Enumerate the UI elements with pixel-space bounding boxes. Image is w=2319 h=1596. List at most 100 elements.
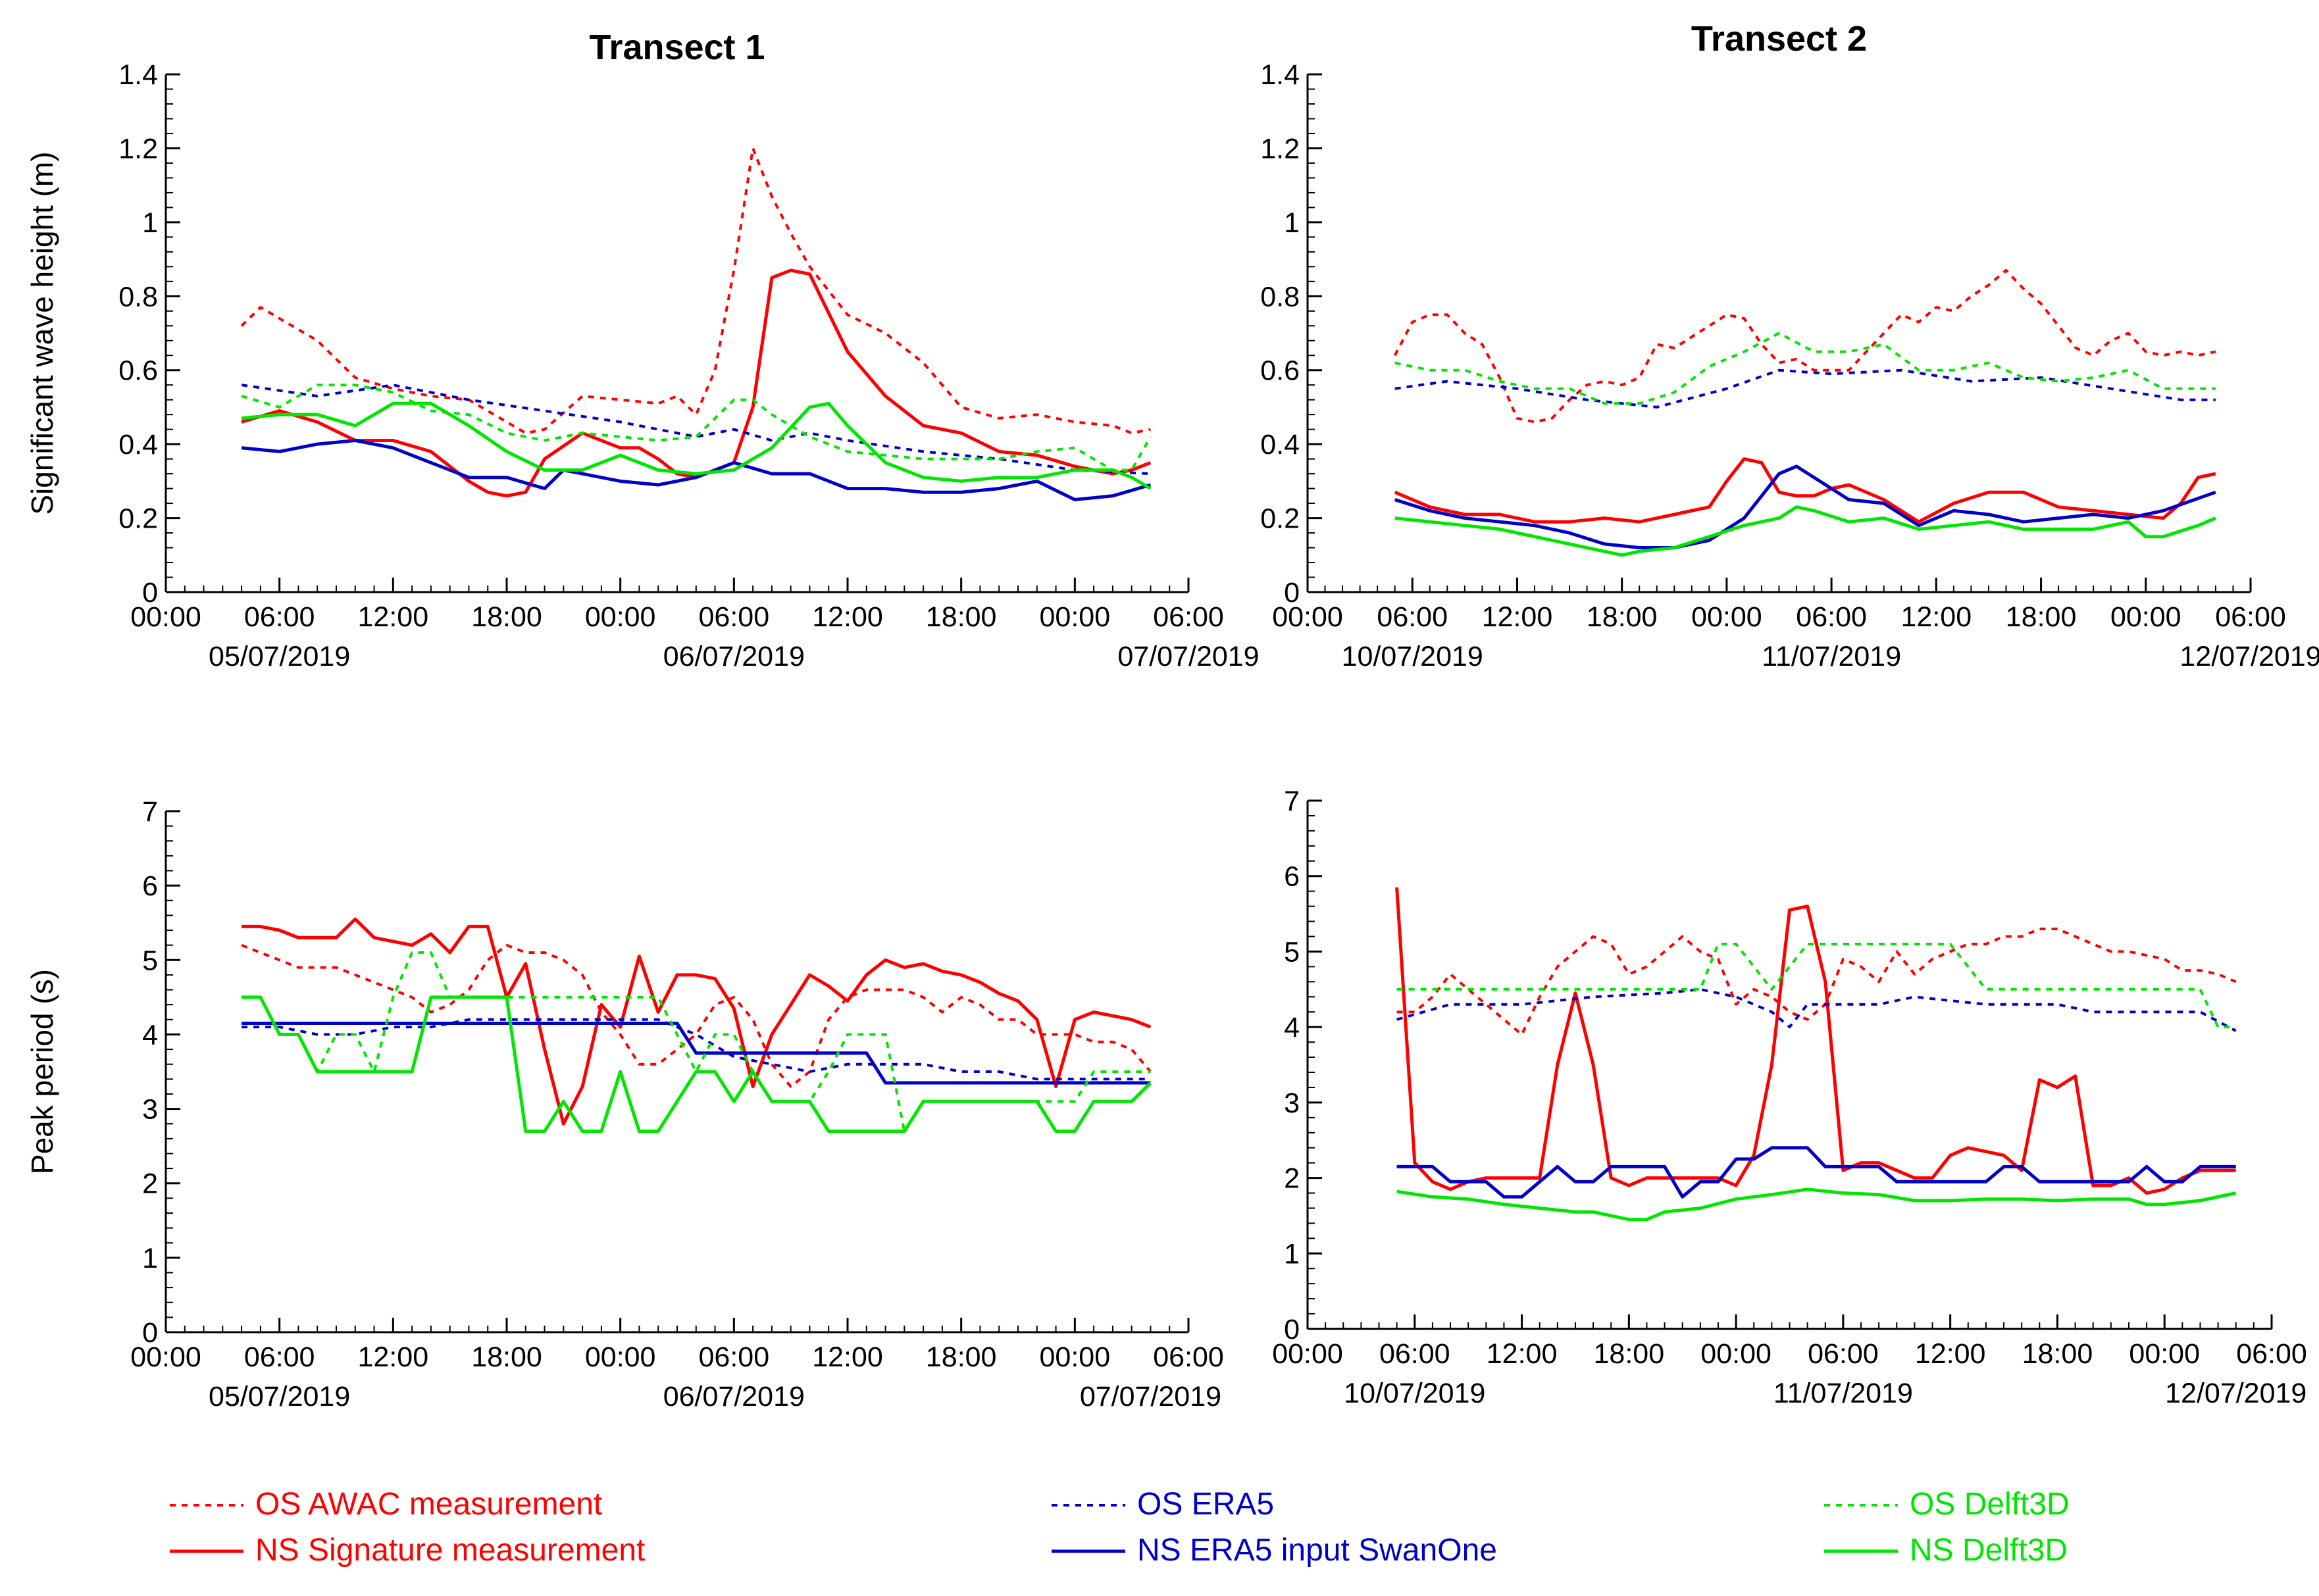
date-label: 06/07/2019 [663, 641, 805, 672]
series-os-era5 [241, 384, 1151, 476]
legend-item: OS AWAC measurement [170, 1487, 602, 1522]
series-os-delft3d [1394, 332, 2216, 405]
date-label: 10/07/2019 [1344, 1378, 1485, 1409]
x-tick-label: 12:00 [1915, 1338, 1986, 1370]
series-ns-delft3d [241, 401, 1152, 490]
x-tick-label: 06:00 [699, 601, 770, 633]
x-tick-label: 18:00 [471, 1341, 542, 1373]
x-tick-label: 00:00 [1700, 1338, 1771, 1370]
legend-label: NS Signature measurement [255, 1533, 645, 1568]
y-axis-label: Significant wave height (m) [25, 151, 59, 514]
series-ns-signature-measurement [1395, 887, 2236, 1195]
series-os-awac-measurement [240, 147, 1151, 435]
y-tick-label: 3 [142, 1094, 158, 1126]
x-tick-label: 18:00 [2022, 1338, 2093, 1370]
x-tick-label: 00:00 [1272, 601, 1343, 633]
y-tick-label: 0.2 [118, 503, 158, 535]
y-tick-label: 1.4 [118, 59, 158, 91]
legend-item: OS ERA5 [1052, 1487, 1274, 1522]
x-tick-label: 06:00 [2215, 601, 2286, 633]
y-tick-label: 0.4 [1260, 429, 1300, 461]
y-tick-label: 1.4 [1260, 59, 1300, 91]
series-ns-signature-measurement [1394, 457, 2216, 524]
x-tick-label: 12:00 [1901, 601, 1972, 633]
x-tick-label: 00:00 [2129, 1338, 2200, 1370]
x-tick-label: 18:00 [926, 601, 997, 633]
y-tick-label: 1.2 [1260, 133, 1300, 164]
x-tick-label: 06:00 [2236, 1338, 2307, 1370]
x-tick-label: 18:00 [1594, 1338, 1665, 1370]
y-tick-label: 5 [1284, 936, 1300, 968]
x-tick-label: 00:00 [1272, 1338, 1343, 1370]
y-tick-label: 0.2 [1260, 503, 1300, 535]
x-tick-label: 12:00 [358, 601, 429, 633]
date-label: 07/07/2019 [1080, 1381, 1221, 1412]
date-label: 12/07/2019 [2179, 641, 2319, 672]
x-tick-label: 12:00 [1482, 601, 1553, 633]
y-tick-label: 0 [142, 1317, 158, 1349]
legend-item: NS Signature measurement [170, 1533, 645, 1568]
x-tick-label: 00:00 [1040, 1341, 1111, 1373]
chart-2: Transect 2 0 0.2 0.4 0.6 0.8 1 1.2 1.4 00:00 06:00… [1260, 19, 2319, 672]
x-tick-label: 00:00 [130, 1341, 201, 1373]
x-tick-label: 00:00 [1040, 601, 1111, 633]
x-tick-label: 06:00 [1796, 601, 1867, 633]
legend-label: NS Delft3D [1910, 1533, 2068, 1568]
date-label: 11/07/2019 [1762, 641, 1901, 672]
series-ns-signature-measurement [242, 917, 1152, 1126]
y-tick-label: 7 [1284, 786, 1300, 817]
y-tick-label: 0.8 [1260, 281, 1300, 312]
date-label: 05/07/2019 [209, 641, 350, 672]
x-tick-label: 00:00 [130, 601, 201, 633]
chart-title: Transect 1 [589, 28, 765, 67]
y-tick-label: 1 [142, 207, 158, 239]
y-tick-label: 0 [1284, 577, 1300, 609]
x-tick-label: 18:00 [2006, 601, 2077, 633]
x-tick-label: 06:00 [1377, 601, 1448, 633]
series-os-awac-measurement [1396, 928, 2237, 1036]
y-tick-label: 5 [142, 945, 158, 976]
legend-label: OS AWAC measurement [255, 1487, 602, 1522]
y-tick-label: 4 [142, 1019, 158, 1051]
series-os-delft3d [242, 951, 1151, 1133]
x-tick-label: 06:00 [1153, 1341, 1224, 1373]
series-os-era5 [1394, 368, 2216, 409]
date-label: 05/07/2019 [209, 1381, 350, 1412]
x-tick-label: 06:00 [699, 1341, 770, 1373]
legend-label: OS ERA5 [1137, 1487, 1274, 1522]
legend-item: NS ERA5 input SwanOne [1052, 1533, 1497, 1568]
series-ns-era5-input-swanone [242, 1022, 1151, 1085]
y-tick-label: 3 [1284, 1087, 1300, 1119]
x-tick-label: 18:00 [471, 601, 542, 633]
series-ns-era5-input-swanone [1396, 1146, 2236, 1199]
x-tick-label: 00:00 [1691, 601, 1762, 633]
y-tick-label: 1 [1284, 207, 1300, 239]
series-ns-era5-input-swanone [241, 439, 1152, 501]
y-tick-label: 7 [142, 796, 158, 828]
x-tick-label: 12:00 [812, 601, 883, 633]
legend-item: OS Delft3D [1824, 1487, 2070, 1522]
y-axis-label: Peak period (s) [25, 969, 59, 1174]
y-tick-label: 0.8 [118, 281, 158, 312]
legend-label: NS ERA5 input SwanOne [1137, 1533, 1497, 1568]
date-label: 11/07/2019 [1773, 1378, 1913, 1409]
charts-group: Transect 1 Significant wave height (m) 0 0.… [25, 19, 2319, 1412]
y-tick-label: 2 [142, 1168, 158, 1200]
x-tick-label: 12:00 [1487, 1338, 1558, 1370]
x-tick-label: 06:00 [1379, 1338, 1450, 1370]
x-tick-label: 00:00 [2110, 601, 2181, 633]
series-os-era5 [1396, 987, 2237, 1032]
y-tick-label: 1.2 [118, 133, 158, 164]
series-os-awac-measurement [241, 943, 1152, 1088]
y-tick-label: 1 [142, 1243, 158, 1274]
series-os-awac-measurement [1393, 268, 2216, 424]
legend-label: OS Delft3D [1910, 1487, 2070, 1522]
chart-title: Transect 2 [1691, 19, 1867, 59]
x-tick-label: 06:00 [244, 1341, 315, 1373]
legend: OS AWAC measurement NS Signature measurem… [170, 1487, 2070, 1568]
y-tick-label: 4 [1284, 1012, 1300, 1043]
y-tick-label: 0.6 [1260, 355, 1300, 387]
x-tick-label: 18:00 [1587, 601, 1658, 633]
y-tick-label: 0.6 [118, 355, 158, 387]
